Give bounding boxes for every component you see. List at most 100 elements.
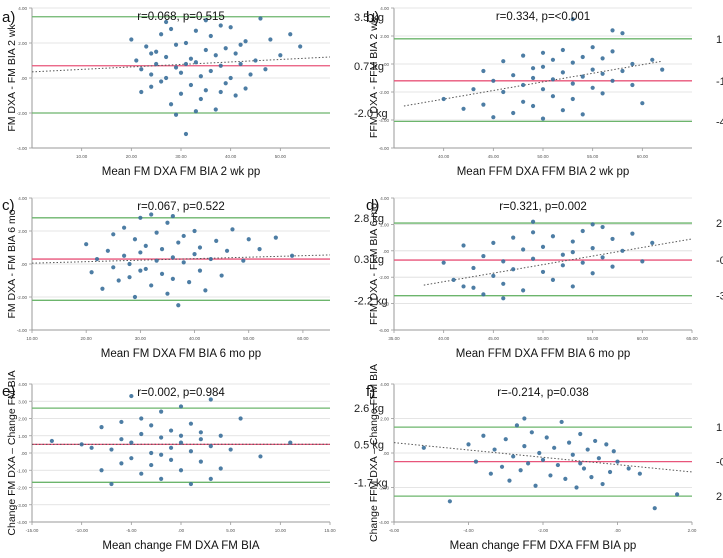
data-point <box>511 235 516 240</box>
y-tick-label: 4.00 <box>18 6 27 11</box>
data-point <box>203 88 208 93</box>
data-point <box>501 59 506 64</box>
y-tick-label: -2.00 <box>379 275 390 280</box>
panel-label: d) <box>366 197 379 214</box>
data-point <box>159 32 164 37</box>
data-point <box>111 265 116 270</box>
data-point <box>246 237 251 242</box>
data-point <box>491 240 496 245</box>
data-point <box>111 232 116 237</box>
chart-panel-a: a) -4.00 -2.00 .00 2.00 4.00 10.00 20.00 30.00 40… <box>2 6 388 178</box>
data-point <box>492 447 497 452</box>
data-point <box>610 28 615 33</box>
chart-panel-e: e) -4.00 -3.00 -2.00 -1.00 .00 1.00 2.00 3.00 4.0… <box>2 370 388 552</box>
data-point <box>581 466 587 471</box>
data-point <box>168 445 174 450</box>
x-tick-label: 10.00 <box>76 154 88 159</box>
panel-label: b) <box>366 9 379 26</box>
data-point <box>610 49 615 54</box>
data-point <box>540 244 546 249</box>
data-point <box>552 445 557 450</box>
data-point <box>176 240 181 245</box>
data-point <box>471 285 476 290</box>
data-point <box>208 444 213 449</box>
data-point <box>521 82 526 88</box>
data-point <box>675 492 680 497</box>
data-point <box>585 447 590 452</box>
data-point <box>540 457 546 462</box>
data-point <box>122 253 127 258</box>
upper-line-label: 3.5 kg <box>354 12 384 24</box>
data-point <box>511 267 516 272</box>
x-tick-label: 60.00 <box>637 154 649 159</box>
panel-label: e) <box>2 383 15 400</box>
y-axis-label: Change FM DXA – Change FM BIA <box>6 370 18 535</box>
data-point <box>192 228 197 234</box>
data-point <box>530 230 536 235</box>
data-point <box>660 67 665 72</box>
x-axis-label: Mean FFM DXA FFM BIA 6 mo pp <box>456 348 630 360</box>
data-point <box>132 237 138 242</box>
data-point <box>501 296 506 301</box>
data-point <box>620 68 625 74</box>
data-point <box>149 72 154 77</box>
data-point <box>116 278 121 283</box>
x-tick-label: 50.00 <box>275 154 287 159</box>
lower-line-label: -3.4 kg <box>716 291 723 303</box>
data-point <box>471 265 476 271</box>
data-point <box>154 230 159 235</box>
data-point <box>278 53 283 58</box>
data-point <box>560 108 565 113</box>
data-point <box>481 68 486 74</box>
y-axis-label: FM DXA - FM BIA 2 wk <box>6 24 18 132</box>
y-tick-label: -4.00 <box>379 520 390 525</box>
data-point <box>471 87 476 92</box>
data-point <box>580 112 585 117</box>
data-point <box>129 456 134 461</box>
data-point <box>159 409 164 414</box>
y-tick-label: -4.00 <box>379 118 390 123</box>
data-point <box>173 42 179 47</box>
data-point <box>593 438 598 444</box>
data-point <box>165 291 170 296</box>
data-point <box>570 96 575 102</box>
x-tick-label: 10.00 <box>275 528 287 533</box>
y-axis-label: Change FFM DXA – Change FFM BIA <box>368 364 380 542</box>
y-tick-label: -2.00 <box>379 90 390 95</box>
chart-panel-f: f) -4.00 -2.00 .00 2.00 4.00 -6.00 -4.00 -2.00 .0… <box>366 364 723 552</box>
data-point <box>164 19 169 25</box>
x-tick-label: -2.00 <box>538 528 549 533</box>
data-point <box>238 61 243 67</box>
x-tick-label: 60.00 <box>637 336 649 341</box>
data-point <box>223 81 228 86</box>
chart-title: r=0.002, p=0.984 <box>137 387 225 399</box>
data-point <box>99 468 104 473</box>
data-point <box>149 51 154 56</box>
y-tick-label: 2.00 <box>380 417 389 422</box>
x-tick-label: -5.00 <box>126 528 137 533</box>
data-point <box>122 225 127 230</box>
upper-line-label: 2.6 kg <box>354 403 384 415</box>
upper-line-label: 1.8 kg <box>716 34 723 46</box>
data-point <box>213 53 218 58</box>
data-point <box>652 506 657 511</box>
data-point <box>208 256 213 262</box>
data-point <box>540 50 546 55</box>
data-point <box>530 66 536 71</box>
lower-line-label: 2.5 kg <box>716 491 723 503</box>
data-point <box>109 481 114 487</box>
data-point <box>491 273 496 278</box>
data-point <box>149 84 154 89</box>
data-point <box>529 430 534 435</box>
data-point <box>188 449 194 454</box>
data-point <box>600 255 605 260</box>
data-point <box>208 68 213 74</box>
data-point <box>132 294 138 300</box>
data-point <box>518 468 523 473</box>
data-point <box>590 246 595 251</box>
data-point <box>170 255 175 260</box>
x-tick-label: 30.00 <box>135 336 147 341</box>
data-point <box>257 247 262 252</box>
x-axis-label: Mean FFM DXA FFM BIA 2 wk pp <box>457 166 630 178</box>
x-axis-label: Mean change FFM DXA FFM BIA pp <box>450 540 637 552</box>
